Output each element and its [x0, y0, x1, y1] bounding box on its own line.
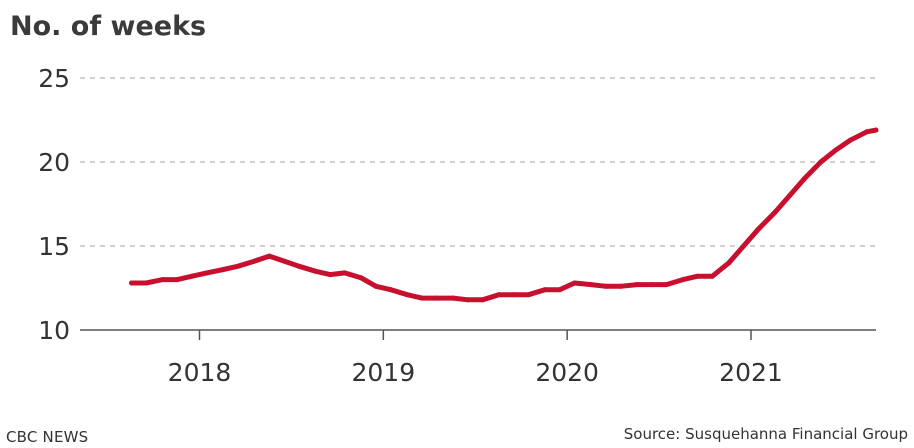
y-tick-labels: 10 15 20 25: [38, 64, 70, 345]
y-tick-label: 15: [38, 232, 70, 261]
data-point: [680, 277, 686, 283]
data-point: [174, 277, 180, 283]
data-point: [557, 287, 563, 293]
grid-lines: [80, 77, 876, 247]
series-line: [129, 127, 879, 303]
y-tick-label: 20: [38, 148, 70, 177]
x-tick-label: 2018: [168, 358, 232, 387]
data-point: [496, 292, 502, 298]
data-point: [726, 260, 732, 266]
x-tick-label: 2019: [352, 358, 416, 387]
data-point: [358, 275, 364, 281]
series-group: [129, 127, 879, 303]
data-point: [695, 273, 701, 279]
data-point: [873, 127, 879, 133]
data-point: [204, 270, 210, 276]
data-point: [266, 253, 272, 259]
source-note: Source: Susquehanna Financial Group: [623, 425, 908, 443]
data-point: [818, 159, 824, 165]
data-point: [160, 277, 166, 283]
data-point: [404, 292, 410, 298]
data-point: [327, 272, 333, 278]
data-point: [772, 209, 778, 215]
data-point: [312, 268, 318, 274]
data-point: [235, 263, 241, 269]
data-point: [755, 226, 761, 232]
data-point: [465, 297, 471, 303]
data-point: [129, 280, 134, 286]
data-point: [281, 258, 287, 264]
data-point: [741, 243, 747, 249]
x-tick-label: 2021: [719, 358, 783, 387]
x-tick-label: 2020: [535, 358, 599, 387]
data-point: [143, 280, 149, 286]
data-point: [787, 193, 793, 199]
data-point: [342, 270, 348, 276]
y-tick-label: 25: [38, 64, 70, 93]
data-point: [388, 287, 394, 293]
data-point: [649, 282, 655, 288]
data-point: [296, 263, 302, 269]
data-point: [480, 297, 486, 303]
data-point: [189, 273, 195, 279]
data-point: [618, 283, 623, 289]
data-point: [833, 147, 839, 153]
data-point: [663, 282, 669, 288]
data-point: [450, 295, 456, 301]
data-point: [419, 295, 425, 301]
data-point: [847, 137, 853, 143]
x-axis: 2018 2019 2020 2021: [80, 329, 876, 387]
data-point: [220, 267, 226, 272]
data-point: [542, 287, 548, 293]
data-point: [373, 283, 379, 289]
data-point: [252, 258, 258, 264]
data-point: [511, 292, 517, 298]
data-point: [801, 176, 807, 182]
data-point: [709, 273, 715, 279]
data-point: [588, 282, 594, 288]
data-point: [526, 292, 532, 298]
data-point: [634, 282, 640, 288]
credit-label: CBC NEWS: [6, 428, 89, 446]
data-point: [434, 295, 440, 301]
data-point: [864, 129, 870, 135]
y-tick-label: 10: [38, 316, 70, 345]
data-point: [603, 283, 609, 289]
data-point: [572, 280, 577, 286]
y-axis-label: No. of weeks: [10, 11, 206, 42]
